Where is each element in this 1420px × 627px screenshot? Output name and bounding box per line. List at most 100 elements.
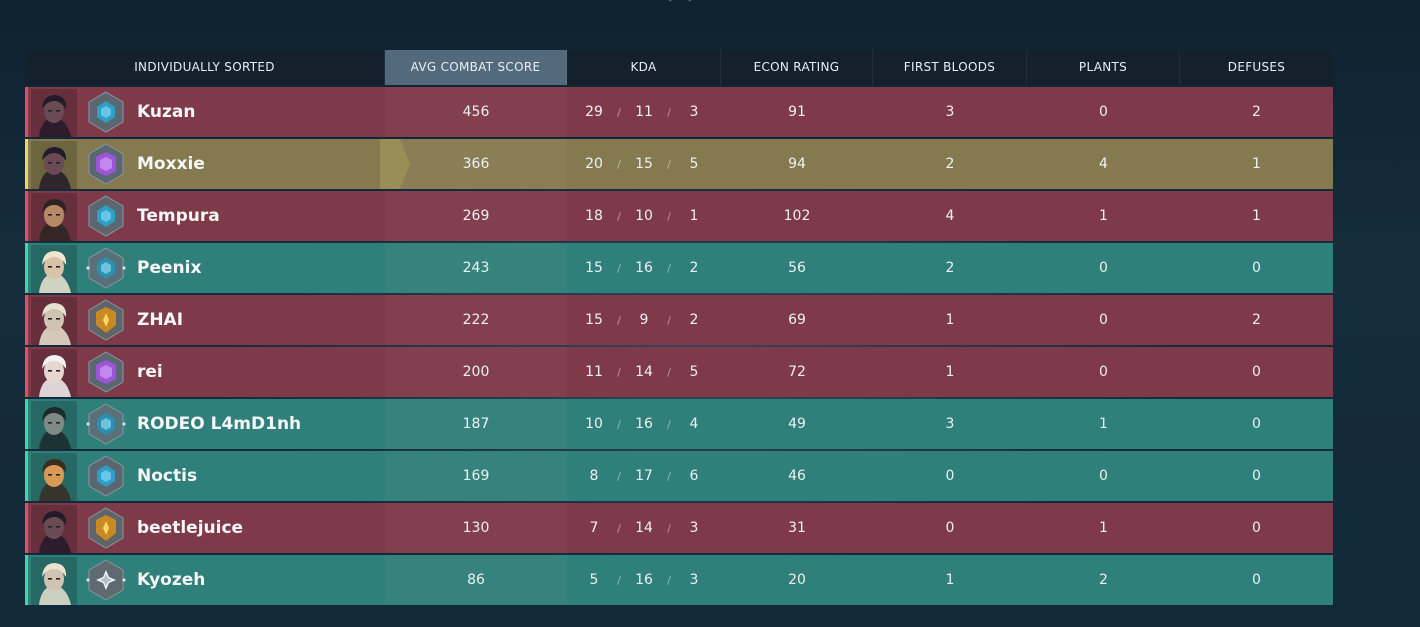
defuses-value: 0 <box>1252 364 1261 380</box>
sorted-column-highlight <box>385 243 567 293</box>
player-name[interactable]: RODEO L4mD1nh <box>137 414 302 434</box>
player-cell: RODEO L4mD1nh <box>25 399 385 449</box>
assists-value: 3 <box>689 104 699 120</box>
player-cell: ZHAI <box>25 295 385 345</box>
player-row[interactable]: Moxxie 366 20 / 15 / 5 94 2 4 1 <box>25 139 1333 189</box>
first-bloods-header[interactable]: FIRST BLOODS <box>873 50 1027 85</box>
kda-separator: / <box>667 261 671 275</box>
assists-value: 2 <box>689 312 699 328</box>
deaths-value: 17 <box>635 468 653 484</box>
acs-value: 200 <box>462 364 490 380</box>
avg-combat-score-header[interactable]: AVG COMBAT SCORE <box>385 50 567 85</box>
plants-value: 0 <box>1099 312 1108 328</box>
player-row[interactable]: Tempura 269 18 / 10 / 1 102 4 1 1 <box>25 191 1333 241</box>
player-name[interactable]: Noctis <box>137 466 198 486</box>
kda-separator: / <box>617 469 621 483</box>
player-name[interactable]: ZHAI <box>137 310 184 330</box>
player-row[interactable]: Kyozeh 86 5/16/3 20 1 2 0 <box>25 555 1333 605</box>
player-row[interactable]: ZHAI 222 15 / 9 / 2 69 1 0 2 <box>25 295 1333 345</box>
self-row-arrow <box>380 139 410 189</box>
team-color-edge <box>25 295 28 345</box>
defuses-value: 2 <box>1252 104 1261 120</box>
defuses-value: 0 <box>1252 520 1261 536</box>
kills-value: 11 <box>585 364 603 380</box>
econ-rating-value: 94 <box>788 156 806 172</box>
kda-separator: / <box>617 261 621 275</box>
kda-header[interactable]: KDA <box>567 50 721 85</box>
defuses-value: 0 <box>1252 468 1261 484</box>
plants-value: 1 <box>1099 208 1108 224</box>
plants-header[interactable]: PLANTS <box>1027 50 1180 85</box>
first-bloods-value: 0 <box>945 468 955 484</box>
kills-value: 15 <box>585 260 603 276</box>
player-name[interactable]: Peenix <box>137 258 202 278</box>
sort-individually-header[interactable]: INDIVIDUALLY SORTED <box>25 50 385 85</box>
player-row[interactable]: beetlejuice 130 7 / 14 / 3 31 0 1 0 <box>25 503 1333 553</box>
player-name[interactable]: rei <box>137 362 163 382</box>
team-color-edge <box>25 399 28 449</box>
deaths-value: 14 <box>635 520 653 536</box>
econ-rating-header[interactable]: ECON RATING <box>721 50 873 85</box>
kda-value: 7 / 14 / 3 <box>567 503 721 553</box>
player-cell: Tempura <box>25 191 385 241</box>
kills-value: 8 <box>589 468 599 484</box>
agent-portrait-reyna-icon <box>31 140 77 189</box>
team-color-edge <box>25 243 28 293</box>
scoreboard-header: INDIVIDUALLY SORTED AVG COMBAT SCORE KDA… <box>25 50 1333 85</box>
player-row[interactable]: Noctis 169 8 / 17 / 6 46 0 0 0 <box>25 451 1333 501</box>
defuses-header[interactable]: DEFUSES <box>1180 50 1333 85</box>
player-cell: Kyozeh <box>25 555 385 605</box>
first-bloods-value: 1 <box>945 312 955 328</box>
agent-portrait-sova-icon <box>31 244 77 293</box>
sorted-column-highlight <box>385 191 567 241</box>
kills-value: 10 <box>585 416 603 432</box>
econ-rating-value: 72 <box>788 364 806 380</box>
kda-value: 8 / 17 / 6 <box>567 451 721 501</box>
assists-value: 1 <box>689 208 699 224</box>
assists-value: 2 <box>689 260 699 276</box>
player-row[interactable]: RODEO L4mD1nh 187 10/16/4 49 3 1 0 <box>25 399 1333 449</box>
kda-separator: / <box>667 417 671 431</box>
player-name[interactable]: Kuzan <box>137 102 196 122</box>
player-name[interactable]: Tempura <box>137 206 220 226</box>
plants-value: 0 <box>1099 468 1108 484</box>
team-color-edge <box>25 503 28 553</box>
player-cell: beetlejuice <box>25 503 385 553</box>
plants-value: 1 <box>1099 520 1108 536</box>
diamond-rank-icon <box>83 89 129 135</box>
player-row[interactable]: Peenix 243 15 / 16 / 2 56 2 0 0 <box>25 243 1333 293</box>
sorted-column-highlight <box>385 399 567 449</box>
kda-separator: / <box>617 573 621 587</box>
sorted-column-highlight <box>385 451 567 501</box>
first-bloods-value: 0 <box>945 520 955 536</box>
agent-portrait-reyna-icon <box>31 504 77 553</box>
team-color-edge <box>25 451 28 501</box>
deaths-value: 11 <box>635 104 653 120</box>
player-name[interactable]: Moxxie <box>137 154 205 174</box>
player-name[interactable]: Kyozeh <box>137 570 206 590</box>
player-cell: Kuzan <box>25 87 385 137</box>
plants-value: 1 <box>1099 416 1108 432</box>
kda-separator: / <box>617 365 621 379</box>
deaths-value: 9 <box>639 312 649 328</box>
assists-value: 5 <box>689 156 699 172</box>
agent-portrait-chamber-icon <box>31 192 77 241</box>
player-name[interactable]: beetlejuice <box>137 518 244 538</box>
assists-value: 6 <box>689 468 699 484</box>
first-bloods-value: 2 <box>945 156 955 172</box>
player-row[interactable]: rei 200 11 / 14 / 5 72 1 0 0 <box>25 347 1333 397</box>
ascendant-rank-icon <box>83 349 129 395</box>
plants-value: 0 <box>1099 104 1108 120</box>
silver-rank-icon <box>83 557 129 603</box>
acs-value: 269 <box>462 208 490 224</box>
deaths-value: 16 <box>635 416 653 432</box>
ascendant-rank-icon <box>83 141 129 187</box>
player-row[interactable]: Kuzan 456 29 / 11 / 3 91 3 0 2 <box>25 87 1333 137</box>
kda-separator: / <box>617 521 621 535</box>
kills-value: 18 <box>585 208 603 224</box>
acs-value: 187 <box>462 416 490 432</box>
defuses-value: 1 <box>1252 208 1261 224</box>
kda-separator: / <box>617 157 621 171</box>
agent-portrait-sage-icon <box>31 348 77 397</box>
kda-separator: / <box>667 313 671 327</box>
